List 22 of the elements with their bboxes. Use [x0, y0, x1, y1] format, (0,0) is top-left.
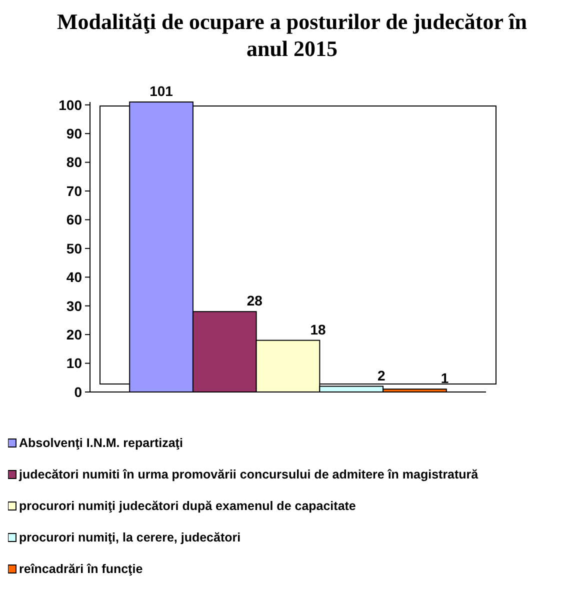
data-label: 2: [377, 367, 386, 384]
legend-label: judecători numiti în urma promovării concursului de admitere în magistratură: [18, 468, 480, 482]
legend-label: procurori numiţi judecători după examenul de capacitate: [19, 499, 356, 513]
y-tick-label: 30: [66, 298, 82, 314]
data-label: 28: [246, 292, 263, 309]
y-tick-label: 80: [66, 154, 82, 170]
y-tick-label: 20: [66, 326, 82, 342]
legend-label: procurori numiţi, la cerere, judecători: [19, 530, 241, 544]
data-label: 18: [310, 321, 326, 338]
chart-title: Modalităţi de ocupare a posturilor de judecător în anul 2015: [56, 8, 528, 62]
data-label: 101: [150, 83, 174, 99]
y-tick-label: 50: [66, 240, 82, 256]
data-label: 1: [440, 370, 449, 386]
y-tick-label: 40: [66, 269, 82, 286]
y-tick-label: 70: [66, 182, 82, 199]
legend-label: Absolvenţi I.N.M. repartizaţi: [19, 436, 183, 450]
y-tick-label: 0: [74, 384, 82, 400]
y-tick-label: 100: [58, 96, 82, 113]
y-tick-label: 10: [66, 355, 82, 372]
legend-label: reîncadrări în funcţie: [19, 562, 143, 576]
y-tick-label: 60: [66, 212, 82, 228]
y-tick-label: 90: [66, 125, 82, 142]
